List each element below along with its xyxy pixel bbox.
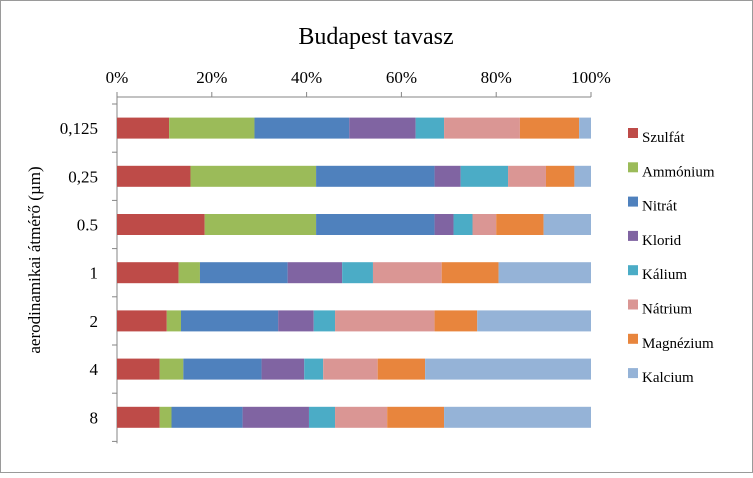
- bar-segment-klorid-0-25: [434, 165, 461, 187]
- bar-segment-nitrat-2: [180, 310, 279, 332]
- legend-swatch-klorid: [628, 230, 638, 241]
- bar-segment-ammonium-0-5: [204, 214, 317, 235]
- bar-segment-klorid-8: [242, 406, 309, 428]
- y-axis-label: aerodinamikai átmérő (µm): [25, 166, 44, 353]
- legend-swatch-kalium: [628, 265, 638, 276]
- bar-segment-szulfat-0-125: [117, 117, 170, 139]
- x-tick-label: 0%: [106, 68, 129, 87]
- bar-segment-kalcium-0-125: [579, 117, 591, 139]
- bar-segment-szulfat-0-5: [117, 214, 205, 235]
- y-tick-label: 1: [90, 264, 99, 283]
- bar-segment-natrium-4: [323, 358, 378, 380]
- x-tick-label: 80%: [481, 68, 512, 87]
- bar-segment-klorid-0-5: [434, 214, 454, 235]
- bar-segment-nitrat-8: [171, 406, 243, 428]
- bar-segment-magnezium-0-5: [496, 214, 544, 235]
- bar-segment-kalium-1: [342, 262, 373, 284]
- bar-segment-ammonium-2: [166, 310, 181, 332]
- bar-segment-kalcium-1: [498, 262, 591, 284]
- y-tick-label: 0.5: [77, 216, 98, 235]
- legend: Szulfát Ammónium Nitrát Klorid Kálium Nátrium…: [628, 128, 715, 386]
- bar-segment-kalcium-2: [477, 310, 591, 332]
- legend-label-klorid: Klorid: [642, 233, 682, 249]
- bar-segment-magnezium-2: [434, 310, 478, 332]
- bar-segment-szulfat-2: [117, 310, 167, 332]
- bar-segment-nitrat-4: [183, 358, 262, 380]
- bar-segment-natrium-0-25: [508, 165, 546, 187]
- bar-segment-kalcium-0-25: [574, 165, 591, 187]
- bar-segment-nitrat-0-125: [254, 117, 350, 139]
- x-tick-label: 100%: [571, 68, 611, 87]
- legend-label-magnezium: Magnézium: [642, 336, 714, 352]
- bar-segment-natrium-2: [335, 310, 435, 332]
- bar-segment-kalcium-0-5: [543, 214, 591, 235]
- bar-segment-magnezium-4: [377, 358, 426, 380]
- bar-segment-ammonium-0-125: [169, 117, 255, 139]
- bar-segment-szulfat-1: [117, 262, 179, 284]
- y-tick-label: 2: [90, 312, 99, 331]
- legend-label-kalcium: Kalcium: [642, 370, 694, 386]
- bar-segment-nitrat-1: [199, 262, 288, 284]
- bar-segment-nitrat-0-25: [316, 165, 435, 187]
- bar-segment-szulfat-8: [117, 406, 160, 428]
- bar-segment-kalcium-8: [444, 406, 591, 428]
- bar-segment-kalium-0-5: [453, 214, 473, 235]
- bar-segment-kalium-4: [304, 358, 324, 380]
- y-tick-label: 0,125: [60, 119, 98, 138]
- bars: [117, 117, 591, 428]
- bar-segment-magnezium-0-25: [545, 165, 575, 187]
- bar-segment-ammonium-4: [159, 358, 184, 380]
- y-tick-label: 4: [90, 360, 99, 379]
- bar-segment-kalium-8: [308, 406, 336, 428]
- bar-segment-klorid-2: [278, 310, 314, 332]
- legend-label-natrium: Nátrium: [642, 302, 692, 318]
- bar-segment-kalium-2: [313, 310, 336, 332]
- legend-swatch-szulfat: [628, 128, 638, 138]
- x-tick-label: 60%: [386, 68, 417, 87]
- bar-segment-szulfat-4: [117, 358, 160, 380]
- legend-label-nitrat: Nitrát: [642, 199, 678, 215]
- x-tick-label: 40%: [291, 68, 322, 87]
- chart-title: Budapest tavasz: [298, 24, 453, 50]
- legend-label-ammonium: Ammónium: [642, 164, 715, 180]
- bar-segment-kalcium-4: [425, 358, 591, 380]
- legend-swatch-natrium: [628, 299, 638, 310]
- bar-segment-kalium-0-25: [460, 165, 509, 187]
- legend-swatch-ammonium: [628, 162, 638, 173]
- bar-segment-nitrat-0-5: [316, 214, 435, 235]
- bar-segment-natrium-1: [372, 262, 442, 284]
- bar-segment-ammonium-1: [178, 262, 200, 284]
- tick-labels: 0% 20% 40% 60% 80% 100% 0,125 0,25 0.5 1 2 4 8: [60, 68, 611, 427]
- legend-label-szulfat: Szulfát: [642, 130, 685, 146]
- bar-segment-magnezium-1: [441, 262, 499, 284]
- bar-segment-magnezium-0-125: [519, 117, 580, 139]
- y-tick-label: 0,25: [68, 167, 98, 186]
- bar-segment-klorid-4: [261, 358, 305, 380]
- bar-segment-natrium-0-5: [472, 214, 497, 235]
- bar-segment-ammonium-0-25: [190, 165, 317, 187]
- legend-swatch-kalcium: [628, 368, 638, 379]
- x-tick-label: 20%: [196, 68, 227, 87]
- bar-segment-ammonium-8: [159, 406, 172, 428]
- legend-swatch-nitrat: [628, 196, 638, 207]
- legend-swatch-magnezium: [628, 333, 638, 344]
- bar-segment-klorid-0-125: [349, 117, 416, 139]
- bar-segment-natrium-0-125: [444, 117, 520, 139]
- bar-segment-klorid-1: [287, 262, 343, 284]
- bar-segment-kalium-0-125: [415, 117, 445, 139]
- legend-label-kalium: Kálium: [642, 267, 687, 283]
- bar-segment-szulfat-0-25: [117, 165, 191, 187]
- y-tick-label: 8: [90, 408, 99, 427]
- bar-segment-natrium-8: [335, 406, 388, 428]
- bar-segment-magnezium-8: [387, 406, 445, 428]
